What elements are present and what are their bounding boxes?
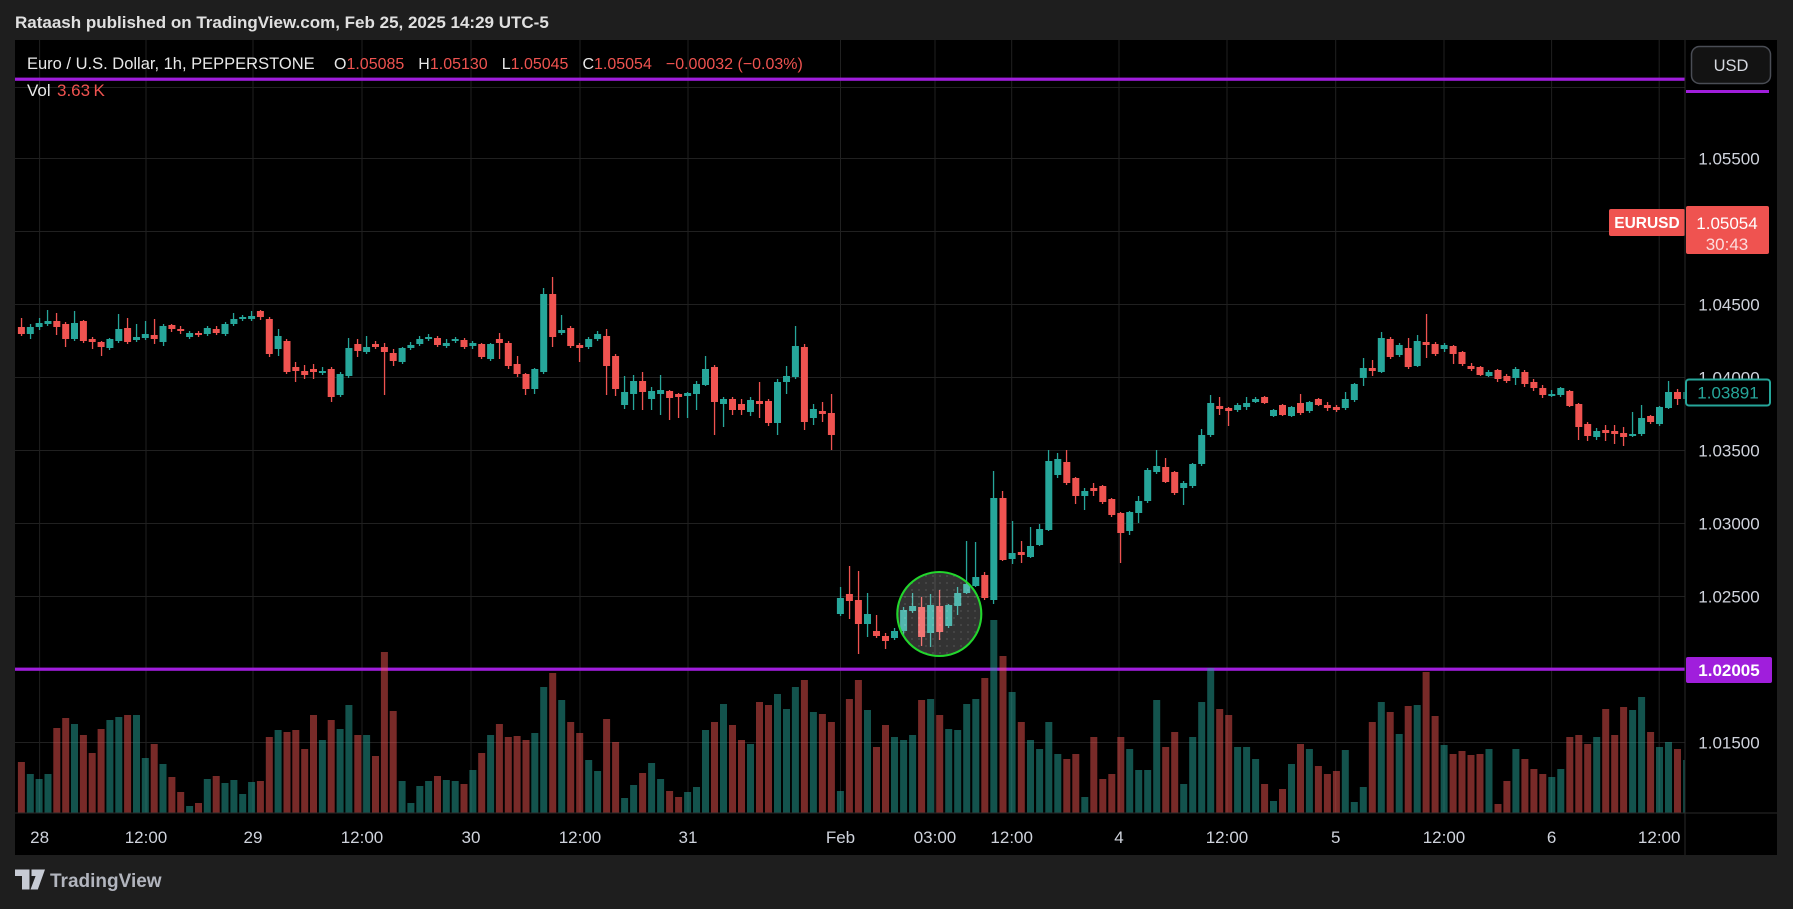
svg-text:1.04500: 1.04500	[1698, 296, 1759, 315]
svg-text:1.05500: 1.05500	[1698, 150, 1759, 169]
svg-text:3.63 K: 3.63 K	[57, 81, 105, 100]
svg-text:5: 5	[1331, 828, 1340, 847]
svg-text:1.02500: 1.02500	[1698, 588, 1759, 607]
svg-text:1.03500: 1.03500	[1698, 442, 1759, 461]
svg-text:30: 30	[462, 828, 481, 847]
svg-text:12:00: 12:00	[341, 828, 384, 847]
svg-text:Vol: Vol	[27, 81, 51, 100]
svg-text:1.03000: 1.03000	[1698, 515, 1759, 534]
svg-text:1.01500: 1.01500	[1698, 734, 1759, 753]
svg-text:Rataash published on TradingVi: Rataash published on TradingView.com, Fe…	[15, 13, 549, 32]
svg-text:USD: USD	[1714, 57, 1749, 75]
svg-text:4: 4	[1114, 828, 1123, 847]
svg-text:12:00: 12:00	[125, 828, 168, 847]
svg-text:Feb: Feb	[826, 828, 855, 847]
svg-text:Euro / U.S. Dollar, 1h, PEPPER: Euro / U.S. Dollar, 1h, PEPPERSTONE	[27, 55, 315, 73]
svg-text:1.02005: 1.02005	[1698, 661, 1759, 680]
svg-text:12:00: 12:00	[1638, 828, 1681, 847]
svg-text:6: 6	[1547, 828, 1556, 847]
svg-text:31: 31	[679, 828, 698, 847]
svg-text:29: 29	[244, 828, 263, 847]
svg-text:1.03891: 1.03891	[1697, 384, 1758, 403]
svg-text:12:00: 12:00	[1423, 828, 1466, 847]
svg-text:12:00: 12:00	[990, 828, 1033, 847]
svg-text:03:00: 03:00	[914, 828, 957, 847]
svg-text:30:43: 30:43	[1706, 235, 1749, 254]
svg-text:28: 28	[30, 828, 49, 847]
svg-text:12:00: 12:00	[1206, 828, 1249, 847]
svg-text:EURUSD: EURUSD	[1614, 215, 1679, 232]
svg-text:12:00: 12:00	[559, 828, 602, 847]
svg-text:1.05054: 1.05054	[1696, 214, 1757, 233]
svg-text:TradingView: TradingView	[50, 871, 162, 892]
